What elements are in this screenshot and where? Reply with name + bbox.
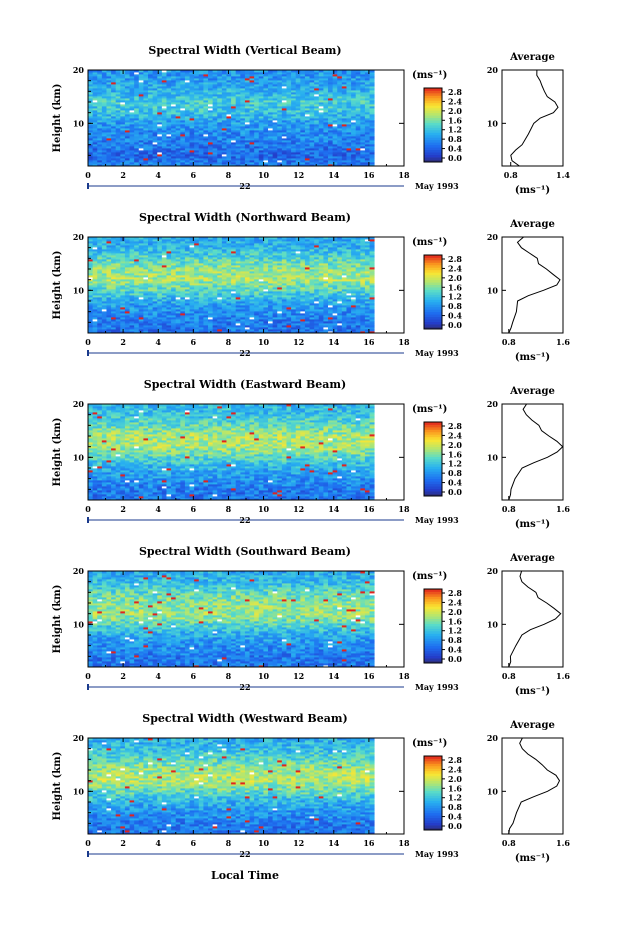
- colorbar-segment: [424, 110, 442, 113]
- x-tick-label: 4: [155, 170, 161, 180]
- profile-x-tick-label: 1.4: [556, 170, 570, 180]
- figure-xlabel: Local Time: [211, 869, 279, 882]
- x-tick-label: 14: [328, 170, 340, 180]
- panel-title: Spectral Width (Vertical Beam): [148, 44, 341, 57]
- profile-x-tick-label: 0.8: [504, 170, 518, 180]
- colorbar-tick-label: 1.2: [448, 125, 462, 135]
- profile-title: Average: [509, 52, 555, 63]
- colorbar-segment: [424, 108, 442, 111]
- colorbar-segment: [424, 100, 442, 103]
- colorbar-segment: [424, 127, 442, 130]
- colorbar-tick-label: 2.0: [448, 106, 462, 116]
- heatmap-cells: [88, 70, 375, 166]
- y-tick-label: 20: [73, 65, 85, 75]
- colorbar-tick-label: 0.8: [448, 134, 462, 144]
- heatmap-cells: [88, 237, 375, 333]
- x-tick-label: 6: [191, 170, 197, 180]
- colorbar-segment: [424, 90, 442, 93]
- colorbar-segment: [424, 140, 442, 143]
- x-tick-label: 16: [363, 170, 375, 180]
- x-tick-label: 0: [85, 170, 91, 180]
- y-tick-label: 10: [73, 118, 85, 128]
- colorbar-segment: [424, 120, 442, 123]
- colorbar-segment: [424, 142, 442, 145]
- x-tick-label: 12: [293, 170, 304, 180]
- panel-title: Spectral Width (Northward Beam): [139, 211, 351, 224]
- date-label: May 1993: [415, 181, 459, 191]
- colorbar-segment: [424, 118, 442, 121]
- colorbar-segment: [424, 147, 442, 150]
- x-tick-label: 10: [258, 170, 270, 180]
- colorbar-segment: [424, 137, 442, 140]
- colorbar-segment: [424, 115, 442, 118]
- colorbar-tick-label: 1.6: [448, 115, 462, 125]
- panel-0: Spectral Width (Vertical Beam) 0 2 4 6 8 10 12 1…: [52, 44, 570, 196]
- day-label: 22: [239, 181, 250, 191]
- profile-y-tick-label: 10: [487, 118, 499, 128]
- colorbar-segment: [424, 125, 442, 128]
- average-profile-line: [511, 70, 558, 166]
- colorbar-segment: [424, 93, 442, 96]
- x-tick-label: 2: [120, 170, 126, 180]
- colorbar-segment: [424, 98, 442, 101]
- y-axis-label: Height (km): [52, 84, 63, 153]
- colorbar-tick-label: 0.0: [448, 153, 462, 163]
- colorbar-unit: (ms⁻¹): [412, 70, 447, 81]
- profile-x-label: (ms⁻¹): [515, 185, 550, 196]
- colorbar-segment: [424, 135, 442, 138]
- colorbar-segment: [424, 157, 442, 160]
- colorbar-segment: [424, 152, 442, 155]
- colorbar-segment: [424, 130, 442, 133]
- colorbar-segment: [424, 155, 442, 158]
- x-tick-label: 18: [398, 170, 410, 180]
- profile-frame: [502, 70, 563, 166]
- x-tick-label: 8: [226, 170, 232, 180]
- panel-1: Spectral Width (Northward Beam)0 2 4 6 8 10 12…: [52, 211, 570, 363]
- colorbar-segment: [424, 150, 442, 153]
- profile-y-tick-label: 20: [487, 65, 499, 75]
- colorbar-segment: [424, 113, 442, 116]
- colorbar-segment: [424, 103, 442, 106]
- colorbar-segment: [424, 105, 442, 108]
- colorbar-segment: [424, 132, 442, 135]
- colorbar-segment: [424, 145, 442, 148]
- colorbar-tick-label: 2.8: [448, 87, 462, 97]
- colorbar-tick-label: 2.4: [448, 96, 462, 106]
- colorbar-tick-label: 0.4: [448, 144, 462, 154]
- colorbar-segment: [424, 123, 442, 126]
- colorbar-segment: [424, 95, 442, 98]
